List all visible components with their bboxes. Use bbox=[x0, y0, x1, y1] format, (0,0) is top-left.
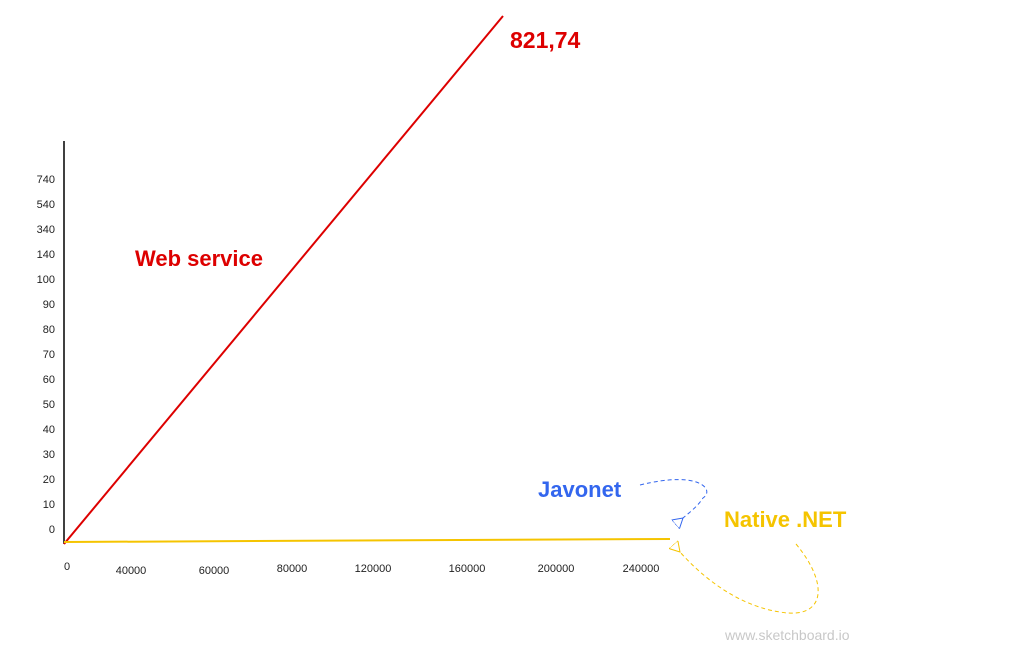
y-tick-label: 90 bbox=[43, 299, 55, 311]
x-tick-label: 40000 bbox=[116, 565, 147, 577]
x-tick-label: 80000 bbox=[277, 563, 308, 575]
y-tick-label: 70 bbox=[43, 349, 55, 361]
y-tick-label: 80 bbox=[43, 324, 55, 336]
x-tick-label: 60000 bbox=[199, 565, 230, 577]
y-tick-label: 0 bbox=[49, 524, 55, 536]
native-net-annotation-arrow bbox=[680, 544, 819, 614]
x-tick-label: 0 bbox=[64, 561, 70, 573]
x-tick-label: 240000 bbox=[623, 563, 660, 575]
x-axis-ticks: 0 40000 60000 80000 120000 160000 200000 240000 bbox=[64, 561, 659, 577]
y-tick-label: 30 bbox=[43, 449, 55, 461]
x-tick-label: 120000 bbox=[355, 563, 392, 575]
y-tick-label: 20 bbox=[43, 474, 55, 486]
web-service-end-value: 821,74 bbox=[510, 27, 581, 53]
y-tick-label: 40 bbox=[43, 424, 55, 436]
y-tick-label: 10 bbox=[43, 499, 55, 511]
series-label-native-net: Native .NET bbox=[724, 507, 847, 532]
y-tick-label: 740 bbox=[37, 174, 55, 186]
y-tick-label: 340 bbox=[37, 224, 55, 236]
y-tick-label: 100 bbox=[37, 274, 55, 286]
y-tick-label: 540 bbox=[37, 199, 55, 211]
y-tick-label: 140 bbox=[37, 249, 55, 261]
series-label-web-service: Web service bbox=[135, 246, 263, 271]
watermark: www.sketchboard.io bbox=[724, 627, 850, 643]
x-tick-label: 200000 bbox=[538, 563, 575, 575]
x-tick-label: 160000 bbox=[449, 563, 486, 575]
series-label-javonet: Javonet bbox=[538, 477, 622, 502]
series-line-native-net bbox=[63, 538, 671, 543]
y-tick-label: 50 bbox=[43, 399, 55, 411]
y-tick-label: 60 bbox=[43, 374, 55, 386]
javonet-annotation-arrow bbox=[639, 479, 708, 518]
y-axis-ticks: 0 10 20 30 40 50 60 70 80 90 100 140 340 540 740 bbox=[37, 174, 55, 536]
series-line-web-service bbox=[63, 15, 504, 545]
